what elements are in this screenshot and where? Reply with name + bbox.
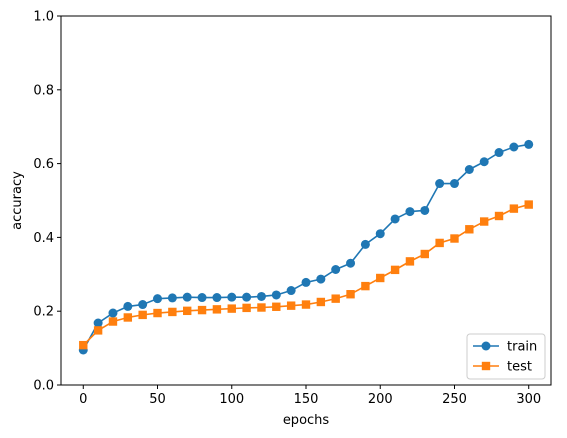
data-point-test xyxy=(168,307,177,317)
data-point-train xyxy=(286,286,296,296)
x-tick-label: 200 xyxy=(368,392,393,407)
y-tick-label: 0.2 xyxy=(33,305,54,320)
data-point-train xyxy=(123,301,133,311)
data-point-test xyxy=(123,313,133,322)
data-point-train xyxy=(316,274,326,284)
data-point-train xyxy=(360,239,370,249)
y-tick-label: 1.0 xyxy=(33,10,54,25)
data-point-test xyxy=(79,340,88,350)
data-point-train xyxy=(197,293,207,303)
data-point-test xyxy=(212,305,222,314)
legend-label-train: train xyxy=(507,340,537,355)
data-point-train xyxy=(182,292,192,302)
series-layer xyxy=(78,139,534,355)
x-tick-label: 300 xyxy=(516,392,541,407)
x-tick-label: 250 xyxy=(442,392,467,407)
data-point-test xyxy=(257,303,266,312)
data-point-train xyxy=(435,179,445,189)
data-point-test xyxy=(524,200,533,209)
data-point-test xyxy=(390,265,400,275)
legend-marker-train xyxy=(481,341,491,351)
data-point-train xyxy=(167,293,177,303)
x-axis-label: epochs xyxy=(283,413,330,428)
data-point-test xyxy=(242,303,251,313)
data-point-test xyxy=(494,211,504,221)
data-point-test xyxy=(108,317,118,326)
x-tick-label: 100 xyxy=(219,392,244,407)
y-axis-label: accuracy xyxy=(10,171,25,230)
data-point-test xyxy=(376,273,385,283)
data-point-train xyxy=(375,229,385,239)
data-point-train xyxy=(256,291,266,301)
data-point-train xyxy=(271,290,281,300)
data-point-test xyxy=(405,257,415,266)
data-point-train xyxy=(108,308,118,318)
data-point-test xyxy=(183,306,192,316)
data-point-test xyxy=(435,238,444,248)
data-point-test xyxy=(420,249,429,259)
data-point-test xyxy=(361,281,370,291)
data-point-train xyxy=(479,157,489,167)
data-point-test xyxy=(331,294,340,303)
data-point-train xyxy=(420,205,430,215)
legend-entry-test: test xyxy=(473,360,532,375)
y-axis-ticks: 0.0 0.2 0.4 0.6 0.8 1.0 xyxy=(33,10,61,394)
data-point-test xyxy=(138,310,147,320)
data-point-test xyxy=(479,217,489,226)
x-tick-label: 50 xyxy=(149,392,166,407)
data-point-train xyxy=(138,300,148,310)
data-point-test xyxy=(227,304,236,313)
data-point-train xyxy=(509,142,519,152)
x-tick-label: 150 xyxy=(294,392,319,407)
data-point-train xyxy=(524,139,534,149)
y-tick-label: 0.8 xyxy=(33,83,54,98)
data-point-test xyxy=(153,308,162,318)
y-tick-label: 0.0 xyxy=(33,379,54,394)
data-point-test xyxy=(93,326,103,335)
x-axis-ticks: 0 50 100 150 200 250 300 xyxy=(79,385,541,407)
data-point-test xyxy=(465,225,474,234)
data-point-test xyxy=(346,290,355,299)
data-point-train xyxy=(405,207,415,217)
data-point-train xyxy=(242,292,252,302)
y-tick-label: 0.4 xyxy=(33,231,54,246)
data-point-train xyxy=(212,293,222,303)
data-point-train xyxy=(153,294,163,304)
data-point-train xyxy=(331,265,341,275)
x-tick-label: 0 xyxy=(79,392,87,407)
data-point-train xyxy=(227,292,237,302)
data-point-train xyxy=(464,165,474,175)
legend-label-test: test xyxy=(507,360,532,375)
legend: train test xyxy=(466,333,546,380)
plot-area xyxy=(60,15,552,386)
data-point-test xyxy=(197,305,207,315)
data-point-test xyxy=(509,204,519,213)
data-point-train xyxy=(494,148,504,158)
series-test xyxy=(79,200,533,350)
legend-entry-train: train xyxy=(473,340,537,355)
data-point-train xyxy=(93,318,103,328)
data-point-test xyxy=(286,301,296,310)
data-point-test xyxy=(272,302,281,311)
data-point-test xyxy=(301,300,311,309)
data-point-test xyxy=(316,297,326,307)
y-tick-label: 0.6 xyxy=(33,157,54,172)
data-point-train xyxy=(449,179,459,189)
data-point-train xyxy=(390,214,400,224)
legend-marker-test xyxy=(481,361,491,371)
data-point-test xyxy=(450,234,459,243)
data-point-train xyxy=(301,277,311,287)
series-train xyxy=(78,139,534,355)
data-point-train xyxy=(346,258,356,268)
